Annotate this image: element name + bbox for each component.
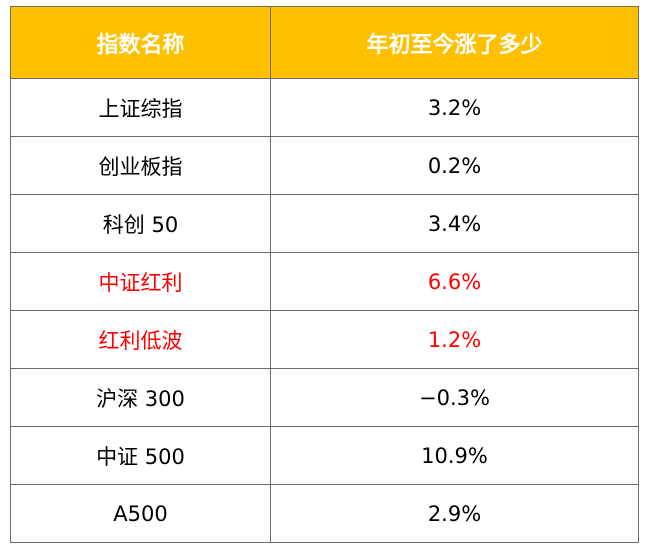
index-name-cell: A500 (10, 484, 271, 543)
table-row: A500 2.9% (10, 484, 639, 543)
table-row: 上证综指 3.2% (10, 78, 639, 137)
index-name-cell: 沪深 300 (10, 368, 271, 427)
index-name-cell: 创业板指 (10, 136, 271, 195)
ytd-change-cell: 3.4% (270, 194, 639, 253)
table-row: 创业板指 0.2% (10, 136, 639, 195)
ytd-change-cell: 2.9% (270, 484, 639, 543)
index-name-cell: 上证综指 (10, 78, 271, 137)
table-header: 指数名称 年初至今涨了多少 (10, 6, 639, 79)
table-body: 上证综指 3.2% 创业板指 0.2% 科创 50 3.4% 中证红利 6.6%… (10, 78, 639, 543)
header-index-name: 指数名称 (10, 6, 271, 79)
table-row: 沪深 300 −0.3% (10, 368, 639, 427)
table-row: 中证红利 6.6% (10, 252, 639, 311)
ytd-change-cell: −0.3% (270, 368, 639, 427)
index-name-cell: 中证 500 (10, 426, 271, 485)
table-row: 红利低波 1.2% (10, 310, 639, 369)
table-row: 科创 50 3.4% (10, 194, 639, 253)
ytd-change-cell: 10.9% (270, 426, 639, 485)
header-ytd-change: 年初至今涨了多少 (270, 6, 639, 79)
header-row: 指数名称 年初至今涨了多少 (10, 6, 639, 79)
ytd-change-cell: 6.6% (270, 252, 639, 311)
table-row: 中证 500 10.9% (10, 426, 639, 485)
index-returns-table: 指数名称 年初至今涨了多少 上证综指 3.2% 创业板指 0.2% 科创 50 … (10, 6, 639, 543)
ytd-change-cell: 3.2% (270, 78, 639, 137)
index-name-cell: 科创 50 (10, 194, 271, 253)
ytd-change-cell: 1.2% (270, 310, 639, 369)
index-name-cell: 红利低波 (10, 310, 271, 369)
ytd-change-cell: 0.2% (270, 136, 639, 195)
index-name-cell: 中证红利 (10, 252, 271, 311)
